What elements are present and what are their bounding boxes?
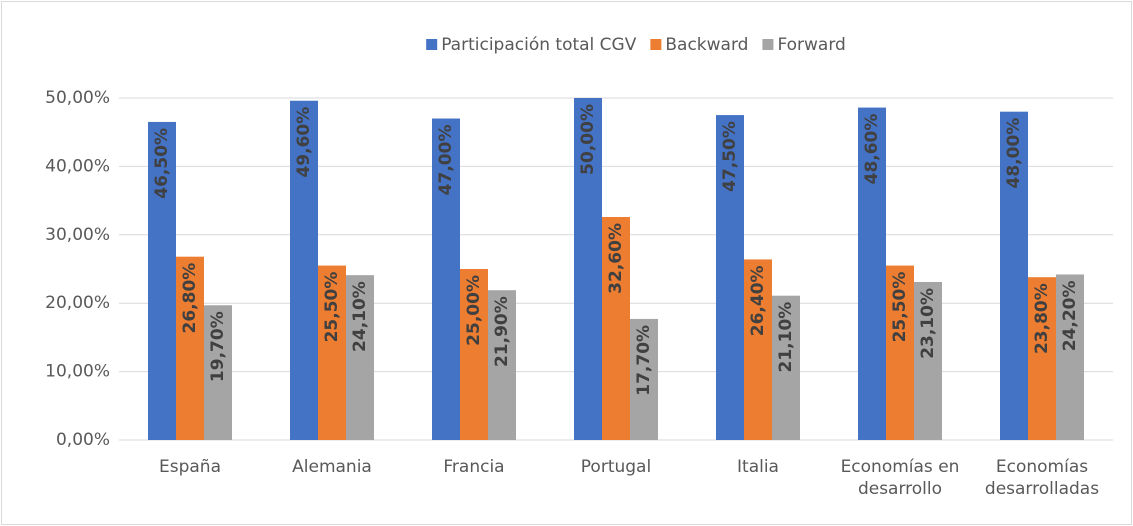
x-tick-label: Portugal	[580, 457, 652, 477]
data-label: 25,50%	[322, 272, 342, 343]
x-tick-label: Economías en desarrollo	[840, 457, 960, 499]
data-label: 21,90%	[492, 296, 512, 367]
x-tick-label: Economías desarrolladas	[984, 457, 1100, 499]
data-label: 26,80%	[180, 263, 200, 334]
legend-swatch	[650, 39, 662, 50]
bar	[1028, 277, 1056, 440]
legend-label: Forward	[777, 35, 845, 55]
y-tick-label: 10,00%	[45, 362, 110, 382]
bar	[574, 98, 602, 440]
bar	[1000, 111, 1028, 441]
data-label: 48,60%	[862, 114, 882, 185]
data-label: 49,60%	[294, 107, 314, 178]
data-label: 46,50%	[152, 128, 172, 199]
bar	[716, 115, 744, 440]
y-tick-label: 50,00%	[45, 88, 110, 108]
y-tick-label: 40,00%	[45, 156, 110, 176]
x-tick-label: Francia	[443, 457, 505, 477]
data-label: 47,00%	[436, 125, 456, 196]
y-tick-label: 30,00%	[45, 225, 110, 245]
x-tick-label: España	[159, 457, 221, 477]
data-label: 24,20%	[1060, 280, 1080, 351]
data-label: 19,70%	[208, 311, 228, 382]
data-label: 47,50%	[720, 121, 740, 192]
bar	[290, 100, 318, 441]
bar	[318, 265, 346, 440]
bar	[914, 281, 942, 440]
bar	[204, 305, 232, 440]
data-label: 48,00%	[1004, 118, 1024, 189]
data-label: 17,70%	[634, 325, 654, 396]
x-tick-label: Alemania	[292, 457, 372, 477]
legend-label: Backward	[665, 35, 748, 55]
data-label: 25,00%	[464, 275, 484, 346]
bar	[630, 318, 658, 440]
y-tick-label: 20,00%	[45, 293, 110, 313]
bar	[744, 259, 772, 440]
bar	[772, 295, 800, 440]
legend-swatch	[426, 39, 438, 50]
data-label: 25,50%	[890, 272, 910, 343]
bar	[176, 256, 204, 440]
bar	[1056, 274, 1084, 440]
bar	[602, 217, 630, 440]
bar	[886, 265, 914, 440]
legend-swatch	[762, 39, 774, 50]
bar	[346, 275, 374, 440]
data-label: 23,10%	[918, 288, 938, 359]
bar	[148, 121, 176, 440]
data-label: 26,40%	[748, 265, 768, 336]
data-label: 21,10%	[776, 302, 796, 373]
data-label: 50,00%	[578, 104, 598, 175]
legend-label: Participación total CGV	[441, 35, 637, 55]
bar	[460, 269, 488, 440]
data-label: 24,10%	[350, 281, 370, 352]
bar	[432, 118, 460, 441]
data-label: 32,60%	[606, 223, 626, 294]
data-label: 23,80%	[1032, 283, 1052, 354]
y-tick-label: 0,00%	[56, 430, 110, 450]
bar	[488, 290, 516, 440]
x-tick-label: Italia	[737, 457, 779, 477]
bar	[858, 107, 886, 441]
